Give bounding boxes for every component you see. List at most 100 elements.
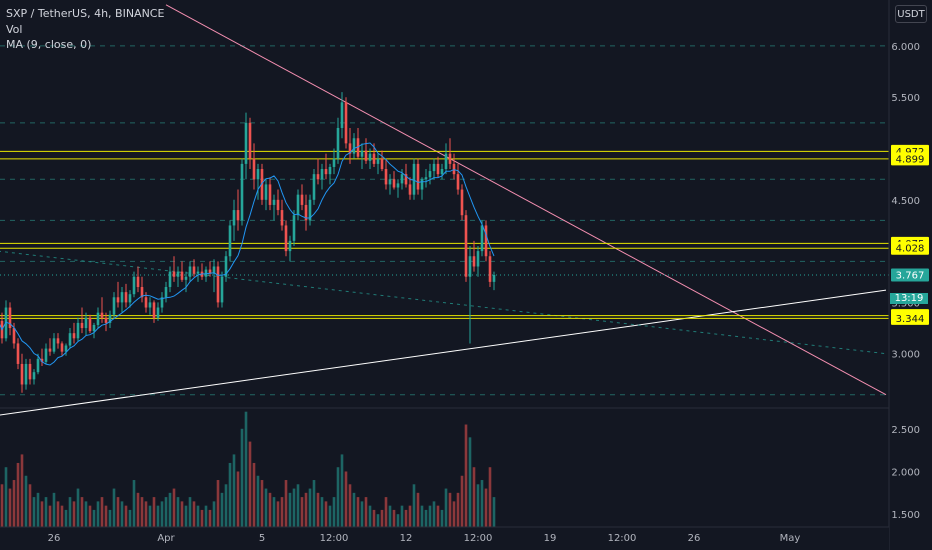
candle-body <box>188 266 192 277</box>
candle-body <box>84 317 88 329</box>
volume-bar <box>316 492 320 527</box>
volume-bar <box>344 471 348 527</box>
volume-bar <box>96 501 100 527</box>
volume-bar <box>464 424 468 527</box>
volume-bar <box>36 492 40 527</box>
volume-bar <box>392 509 396 527</box>
volume-bar <box>80 497 84 527</box>
volume-bar <box>20 454 24 527</box>
candle-body <box>40 358 44 362</box>
candle-body <box>352 138 356 154</box>
volume-bar <box>112 488 116 527</box>
candle-body <box>140 287 144 298</box>
volume-bar <box>132 480 136 527</box>
candle-body <box>8 307 12 329</box>
level-price-tag: 3.344 <box>896 314 925 325</box>
volume-bar <box>384 497 388 527</box>
candle-body <box>464 215 468 277</box>
volume-bar <box>152 497 156 527</box>
volume-bar <box>472 467 476 527</box>
time-tick-label: 12:00 <box>320 533 349 544</box>
volume-bar <box>256 475 260 527</box>
candle-body <box>204 269 208 277</box>
volume-bar <box>116 497 120 527</box>
volume-bar <box>308 488 312 527</box>
volume-bar <box>88 505 92 527</box>
candle-body <box>456 174 460 190</box>
candle-body <box>480 225 484 252</box>
volume-bar <box>32 497 36 527</box>
volume-bar <box>72 501 76 527</box>
candle-body <box>228 225 232 257</box>
volume-bar <box>100 497 104 527</box>
time-tick-label: Apr <box>157 533 175 544</box>
time-tick-label: 5 <box>259 533 265 544</box>
candle-body <box>68 333 72 346</box>
candle-body <box>460 189 464 216</box>
candle-body <box>312 174 316 200</box>
volume-bar <box>128 509 132 527</box>
volume-bar <box>416 492 420 527</box>
volume-bar <box>444 488 448 527</box>
candle-body <box>148 302 152 308</box>
candle-body <box>244 122 248 164</box>
candle-body <box>124 292 128 303</box>
candle-body <box>152 302 156 318</box>
volume-bar <box>48 505 52 527</box>
candle-body <box>56 338 60 344</box>
candle-body <box>284 225 288 252</box>
volume-bar <box>104 505 108 527</box>
candle-body <box>28 363 32 380</box>
volume-bar <box>156 505 160 527</box>
volume-bar <box>60 505 64 527</box>
volume-bar <box>336 467 340 527</box>
ma-indicator-label[interactable]: MA (9, close, 0) <box>6 38 92 51</box>
volume-bar <box>56 501 60 527</box>
candle-body <box>364 150 368 161</box>
volume-bar <box>124 505 128 527</box>
candle-body <box>492 275 496 282</box>
volume-bar <box>452 501 456 527</box>
candle-body <box>48 348 52 352</box>
volume-bar <box>212 501 216 527</box>
candle-body <box>156 307 160 318</box>
candle-body <box>424 177 428 180</box>
candle-body <box>128 294 132 303</box>
volume-bar <box>196 505 200 527</box>
volume-bar <box>136 492 140 527</box>
volume-bar <box>76 488 80 527</box>
volume-bar <box>64 509 68 527</box>
candle-body <box>96 312 100 325</box>
candle-body <box>436 163 440 175</box>
time-tick-label: 12:00 <box>464 533 493 544</box>
candle-body <box>196 271 200 274</box>
volume-bar <box>8 488 12 527</box>
candle-body <box>32 372 36 380</box>
volume-bar <box>4 467 8 527</box>
volume-bar <box>428 505 432 527</box>
candle-body <box>100 312 104 318</box>
level-price-tag-bg <box>891 152 929 166</box>
volume-bar <box>208 509 212 527</box>
volume-bar <box>364 497 368 527</box>
candle-body <box>420 179 424 190</box>
volume-bar <box>396 514 400 527</box>
volume-bar <box>340 454 344 527</box>
volume-bar <box>304 492 308 527</box>
candle-body <box>356 138 360 157</box>
currency-selector[interactable]: USDT <box>895 5 927 23</box>
candle-body <box>316 174 320 180</box>
volume-bar <box>424 509 428 527</box>
candle-body <box>296 194 300 216</box>
volume-bar <box>40 501 44 527</box>
vol-indicator-label[interactable]: Vol <box>6 22 23 36</box>
price-tick-label: 6.000 <box>891 42 920 53</box>
candle-body <box>376 158 380 164</box>
volume-bar <box>200 509 204 527</box>
symbol-title[interactable]: SXP / TetherUS, 4h, BINANCE <box>6 7 165 20</box>
volume-bar <box>244 411 248 527</box>
volume-bar <box>436 505 440 527</box>
volume-bar <box>468 437 472 527</box>
candle-body <box>348 143 352 154</box>
